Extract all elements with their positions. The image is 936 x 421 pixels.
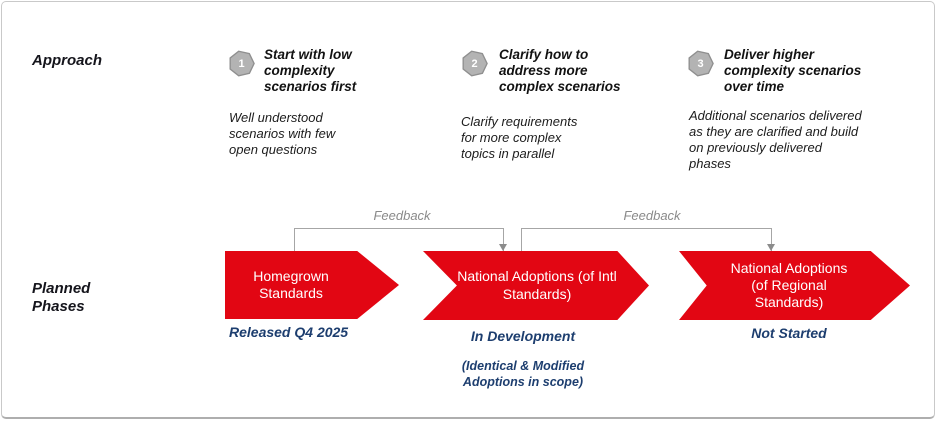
- phase-note-2: (Identical & Modified Adoptions in scope…: [423, 359, 623, 390]
- phase-note-text: (Identical & Modified Adoptions in scope…: [461, 359, 585, 389]
- step-2-body: Clarify requirements for more complex to…: [461, 114, 578, 161]
- heptagon-icon: [462, 50, 488, 77]
- feedback-connector-2: [521, 228, 772, 252]
- step-3-body: Additional scenarios delivered as they a…: [689, 108, 862, 171]
- heptagon-icon: [688, 50, 714, 77]
- step-3-number: 3: [697, 57, 704, 70]
- phase-arrow-label: National Adoptions (of Intl Standards): [457, 268, 617, 302]
- feedback-label-1: Feedback: [373, 208, 431, 223]
- phase-arrow-label: Homegrown Standards: [253, 267, 329, 301]
- step-2-title: Clarify how to address more complex scen…: [499, 47, 621, 95]
- feedback-arrowhead-1-icon: [499, 244, 507, 251]
- phase-arrow-label: National Adoptions (of Regional Standard…: [730, 259, 848, 311]
- step-1-body: Well understood scenarios with few open …: [229, 110, 336, 157]
- heptagon-icon: [229, 50, 255, 77]
- phase-status-1: Released Q4 2025: [229, 324, 349, 340]
- step-3-title: Deliver higher complexity scenarios over…: [724, 47, 862, 95]
- step-1-title: Start with low complexity scenarios firs…: [264, 47, 357, 95]
- step-2-badge-icon: 2: [461, 50, 488, 77]
- phase-arrow-national-adoptions-regional: National Adoptions (of Regional Standard…: [679, 251, 910, 320]
- step-3-badge-icon: 3: [687, 50, 714, 77]
- feedback-arrowhead-2-icon: [767, 244, 775, 251]
- approach-label: Approach: [32, 52, 103, 69]
- step-2-number: 2: [471, 57, 478, 70]
- feedback-label-2: Feedback: [623, 208, 681, 223]
- phase-status-3: Not Started: [751, 325, 827, 341]
- phase-arrow-national-adoptions-intl: National Adoptions (of Intl Standards): [423, 251, 649, 320]
- step-1-badge-icon: 1: [228, 50, 255, 77]
- step-1-number: 1: [238, 57, 245, 70]
- feedback-connector-1: [294, 228, 504, 252]
- phase-status-2: In Development: [470, 328, 576, 344]
- phase-arrow-homegrown-standards: Homegrown Standards: [225, 251, 399, 319]
- planned-phases-label: Planned Phases: [32, 280, 91, 315]
